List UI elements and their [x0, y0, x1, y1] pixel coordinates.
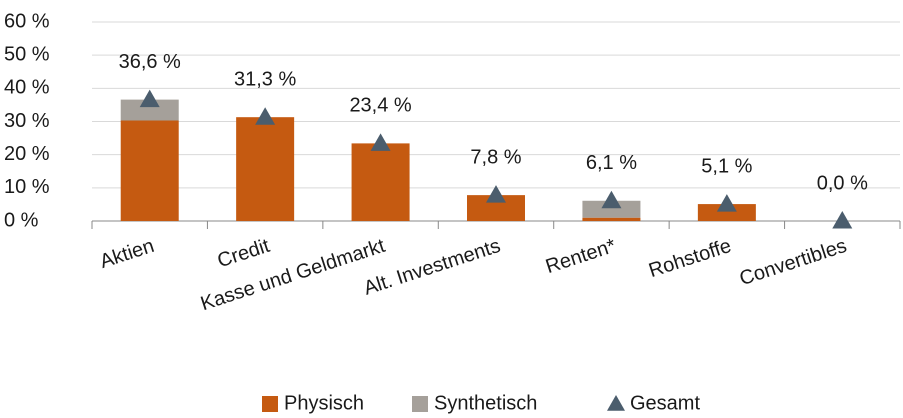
value-label: 36,6 %: [119, 51, 181, 73]
bar: [351, 143, 410, 221]
legend-marker: [607, 395, 625, 411]
y-tick-label: 30 %: [4, 110, 50, 132]
bar: [697, 204, 756, 221]
y-tick-label: 60 %: [4, 10, 50, 32]
x-tick-label: Credit: [215, 235, 273, 273]
bar: [120, 120, 179, 221]
x-tick-label: Convertibles: [737, 235, 850, 290]
legend-label: Gesamt: [630, 392, 700, 414]
total-marker: [601, 190, 622, 209]
total-marker: [139, 89, 160, 108]
value-label: 31,3 %: [234, 68, 296, 90]
legend-swatch: [262, 396, 278, 412]
y-tick-label: 0 %: [4, 209, 39, 231]
total-marker: [716, 194, 737, 212]
x-tick-label: Renten*: [543, 235, 619, 278]
value-label: 6,1 %: [586, 152, 637, 174]
legend-swatch: [412, 396, 428, 412]
bar: [236, 117, 295, 221]
value-label: 5,1 %: [701, 155, 752, 177]
y-tick-label: 50 %: [4, 43, 50, 65]
y-tick-label: 40 %: [4, 77, 50, 99]
bar: [582, 217, 641, 221]
y-tick-label: 10 %: [4, 176, 50, 198]
x-tick-label: Aktien: [97, 235, 157, 273]
bar: [120, 99, 179, 121]
value-label: 0,0 %: [817, 172, 868, 194]
legend-label: Physisch: [284, 392, 364, 414]
total-marker: [255, 107, 276, 125]
total-marker: [370, 133, 391, 151]
legend-label: Synthetisch: [434, 392, 537, 414]
total-marker: [486, 185, 506, 203]
x-tick-label: Rohstoffe: [646, 235, 734, 282]
value-label: 7,8 %: [470, 146, 521, 168]
value-label: 23,4 %: [349, 95, 411, 117]
bar: [582, 200, 641, 218]
y-tick-label: 20 %: [4, 143, 50, 165]
total-marker: [832, 211, 853, 229]
